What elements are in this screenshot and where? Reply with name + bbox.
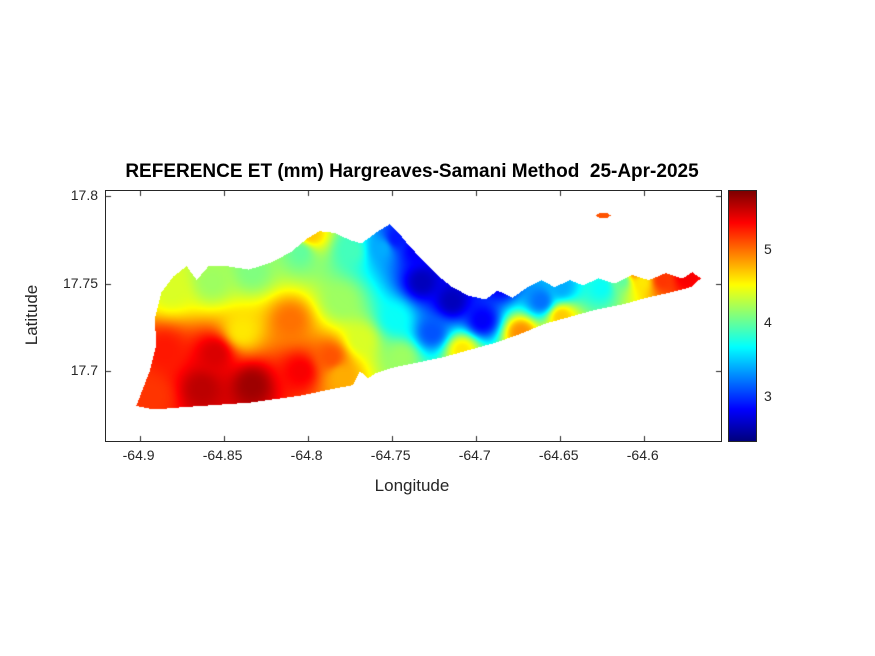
figure-title: REFERENCE ET (mm) Hargreaves-Samani Meth… [125,161,699,182]
x-tick-label: -64.8 [290,447,323,463]
x-tick-label: -64.85 [202,447,243,463]
x-axis-label: Longitude [374,476,450,495]
x-tick-label: -64.9 [122,447,155,463]
x-tick-label: -64.6 [626,447,659,463]
colorbar-tick-label: 4 [764,314,772,331]
colorbar-tick-label: 5 [764,240,772,257]
x-tick-label: -64.7 [458,447,491,463]
plot-canvas [106,191,721,441]
y-tick-label: 17.75 [62,274,98,291]
colorbar-tick-label: 3 [764,387,772,404]
x-tick-label: -64.65 [538,447,579,463]
colorbar-canvas [729,191,756,441]
plot-area [105,190,722,442]
colorbar [728,190,757,442]
y-tick-label: 17.8 [70,187,98,204]
y-tick-label: 17.7 [70,362,98,379]
x-tick-label: -64.75 [370,447,411,463]
